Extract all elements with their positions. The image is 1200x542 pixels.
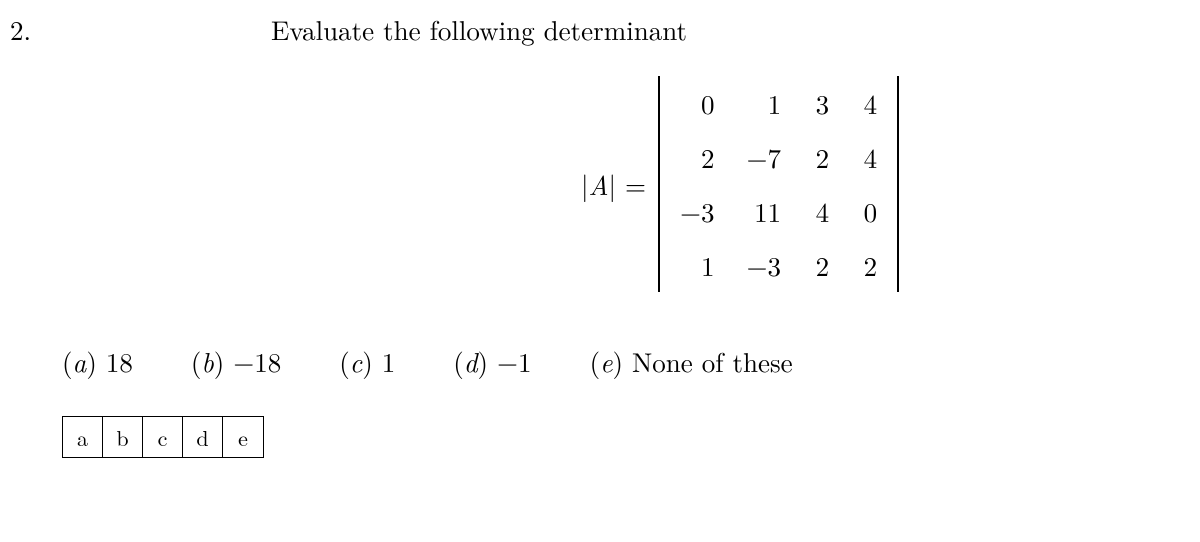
answer-boxes: a b c d e xyxy=(62,416,264,458)
matrix-cell: 4 xyxy=(845,130,893,184)
matrix-cell: −7 xyxy=(731,130,798,184)
option-value: −18 xyxy=(233,342,281,380)
matrix-cell: 2 xyxy=(797,238,845,292)
matrix-cell: 0 xyxy=(845,184,893,238)
option-label: b xyxy=(201,342,213,380)
matrix-row: 0 1 3 4 xyxy=(664,76,893,130)
matrix-cell: 4 xyxy=(845,76,893,130)
answer-box-a[interactable]: a xyxy=(63,417,103,457)
formula: |A| = 0 1 3 4 2 −7 2 4 −3 11 4 0 xyxy=(310,76,1170,292)
det-bar-right xyxy=(897,76,899,292)
question-title: Evaluate the following determinant xyxy=(271,10,687,48)
option-label: d xyxy=(464,342,478,380)
option-e: (e) None of these xyxy=(590,342,793,380)
matrix-cell: 11 xyxy=(731,184,798,238)
question-header: 2. Evaluate the following determinant xyxy=(10,10,1170,48)
matrix: 0 1 3 4 2 −7 2 4 −3 11 4 0 1 −3 2 2 xyxy=(664,76,893,292)
option-c: (c) 1 xyxy=(339,342,395,380)
matrix-row: −3 11 4 0 xyxy=(664,184,893,238)
option-value: 1 xyxy=(382,342,396,380)
question-number: 2. xyxy=(10,10,31,48)
option-d: (d) −1 xyxy=(453,342,531,380)
option-label: c xyxy=(350,342,362,380)
option-label: a xyxy=(73,342,87,380)
matrix-row: 2 −7 2 4 xyxy=(664,130,893,184)
option-value: 18 xyxy=(106,342,133,380)
matrix-cell: −3 xyxy=(731,238,798,292)
matrix-cell: 3 xyxy=(797,76,845,130)
matrix-row: 1 −3 2 2 xyxy=(664,238,893,292)
det-bar-right-label: | = xyxy=(609,165,647,203)
option-label: e xyxy=(600,342,612,380)
option-a: (a) 18 xyxy=(62,342,133,380)
answer-box-d[interactable]: d xyxy=(183,417,223,457)
answer-box-c[interactable]: c xyxy=(143,417,183,457)
answer-box-b[interactable]: b xyxy=(103,417,143,457)
matrix-cell: 4 xyxy=(797,184,845,238)
matrix-cell: 2 xyxy=(664,130,731,184)
option-value: −1 xyxy=(497,342,532,380)
matrix-cell: 0 xyxy=(664,76,731,130)
det-bar-left xyxy=(658,76,660,292)
matrix-cell: 2 xyxy=(797,130,845,184)
matrix-cell: −3 xyxy=(664,184,731,238)
formula-variable: A xyxy=(588,165,608,203)
matrix-cell: 2 xyxy=(845,238,893,292)
determinant: 0 1 3 4 2 −7 2 4 −3 11 4 0 1 −3 2 2 xyxy=(658,76,899,292)
matrix-cell: 1 xyxy=(731,76,798,130)
options: (a) 18 (b) −18 (c) 1 (d) −1 (e) None of … xyxy=(62,342,1170,380)
option-value: None of these xyxy=(632,342,793,380)
formula-label: |A| = xyxy=(581,165,646,203)
answer-box-e[interactable]: e xyxy=(223,417,263,457)
option-b: (b) −18 xyxy=(191,342,281,380)
matrix-cell: 1 xyxy=(664,238,731,292)
